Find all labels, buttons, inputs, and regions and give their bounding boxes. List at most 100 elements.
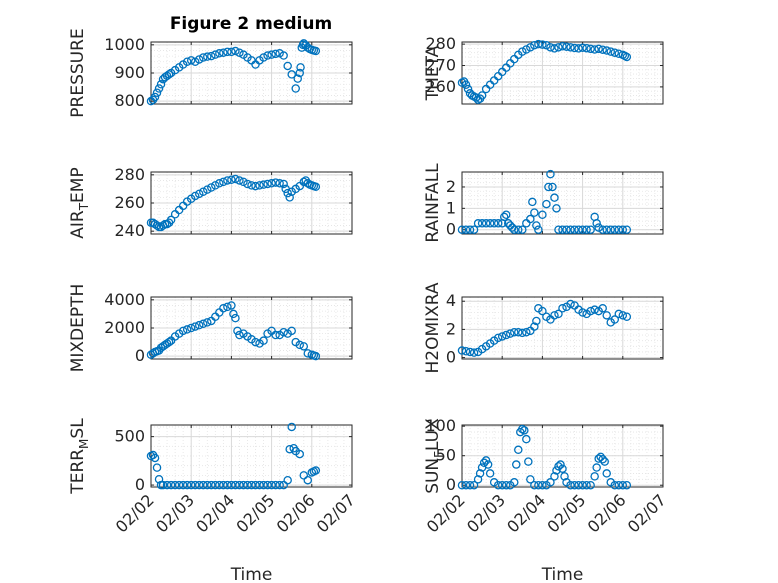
- data-point: [582, 43, 591, 53]
- data-point: [182, 57, 192, 66]
- data-point: [190, 480, 200, 490]
- data-point: [622, 480, 632, 490]
- data-point: [469, 348, 479, 357]
- data-point: [542, 199, 551, 209]
- x-tick-label: 02/07: [313, 490, 359, 536]
- data-point: [548, 182, 557, 192]
- data-point: [164, 337, 174, 347]
- data-point: [259, 336, 268, 345]
- data-point: [461, 480, 471, 490]
- data-point: [562, 42, 571, 51]
- data-point: [499, 212, 509, 222]
- data-point: [510, 225, 519, 234]
- plot-area: [462, 42, 663, 104]
- data-point: [203, 185, 212, 194]
- data-point: [534, 39, 543, 49]
- data-point: [574, 225, 583, 234]
- data-point: [570, 225, 579, 234]
- data-point: [158, 480, 168, 490]
- data-point: [578, 225, 587, 234]
- data-point: [590, 45, 599, 54]
- data-point: [522, 434, 531, 444]
- data-point: [483, 460, 493, 469]
- data-point: [522, 327, 531, 337]
- data-point: [219, 304, 228, 313]
- data-point: [154, 474, 164, 484]
- data-point: [194, 480, 204, 490]
- data-point: [152, 88, 162, 97]
- data-point: [594, 44, 603, 54]
- data-point: [186, 323, 196, 333]
- data-point: [227, 301, 236, 310]
- data-point: [538, 306, 547, 316]
- data-point: [152, 221, 162, 230]
- data-point: [610, 315, 620, 324]
- subplot-mixdepth: 0 2000 4000 MIXDEPTH: [68, 284, 353, 372]
- data-point: [227, 175, 236, 184]
- x-tick-label: 02/04: [503, 490, 549, 536]
- data-point: [526, 214, 535, 224]
- data-point: [590, 472, 599, 481]
- data-point: [514, 225, 523, 234]
- data-point: [267, 179, 276, 188]
- data-point: [251, 480, 260, 490]
- data-point: [166, 215, 176, 225]
- y-tick-label: 260: [114, 193, 145, 212]
- data-point: [263, 480, 272, 490]
- data-point: [211, 181, 220, 190]
- data-point: [235, 480, 244, 490]
- data-point: [287, 70, 296, 79]
- data-point: [538, 40, 547, 49]
- data-point: [473, 475, 483, 484]
- data-point: [558, 42, 567, 51]
- data-point: [186, 480, 196, 490]
- data-point: [550, 193, 559, 202]
- data-point: [295, 340, 304, 350]
- data-series: [146, 301, 321, 361]
- data-point: [174, 480, 184, 490]
- data-point: [610, 48, 620, 57]
- data-point: [554, 43, 563, 52]
- data-point: [211, 50, 220, 59]
- data-point: [311, 351, 321, 361]
- data-point: [207, 183, 216, 192]
- data-point: [311, 182, 321, 192]
- data-point: [522, 45, 531, 54]
- data-point: [299, 342, 309, 351]
- data-point: [606, 225, 615, 234]
- data-series: [457, 299, 632, 357]
- data-point: [207, 480, 216, 490]
- data-point: [598, 304, 607, 313]
- subplot-pressure: 800 900 1000 PRESSURE: [68, 28, 353, 118]
- data-point: [514, 445, 523, 455]
- data-point: [560, 472, 569, 481]
- data-point: [618, 225, 628, 234]
- data-point: [465, 225, 475, 234]
- data-point: [162, 480, 172, 490]
- data-point: [562, 225, 571, 234]
- data-point: [215, 49, 224, 58]
- data-point: [598, 454, 607, 464]
- data-point: [156, 80, 166, 89]
- data-point: [622, 312, 632, 321]
- data-point: [271, 49, 280, 59]
- data-point: [497, 480, 507, 490]
- data-point: [150, 453, 160, 463]
- data-point: [239, 480, 248, 490]
- data-point: [229, 309, 238, 319]
- data-point: [610, 480, 620, 490]
- data-point: [622, 225, 632, 234]
- data-point: [558, 464, 567, 473]
- data-point: [457, 346, 467, 355]
- data-point: [606, 47, 615, 56]
- y-tick-label: 0: [135, 475, 145, 494]
- data-point: [514, 327, 523, 337]
- data-point: [598, 45, 607, 54]
- x-tick-label: 02/07: [624, 490, 670, 536]
- data-point: [255, 181, 264, 190]
- x-tick-label: 02/02: [423, 490, 469, 536]
- data-point: [485, 219, 495, 228]
- axes-box: [150, 424, 353, 488]
